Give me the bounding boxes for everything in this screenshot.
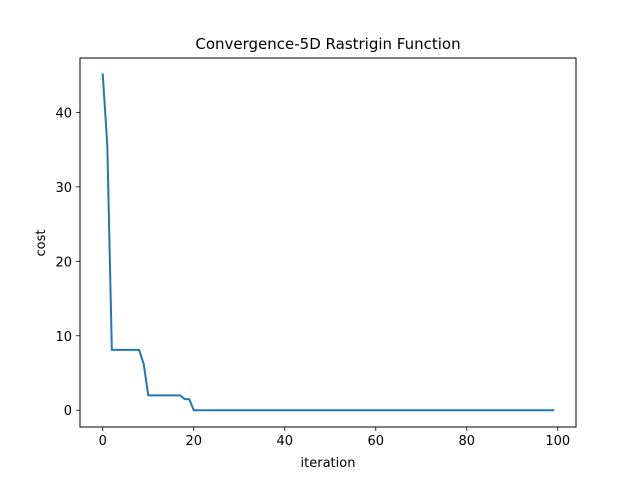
y-tick-label: 10 [55,330,72,345]
x-tick-label: 80 [459,434,476,449]
x-axis-title: iteration [301,456,356,471]
plot-area [101,73,555,412]
series-line [101,73,555,412]
x-tick-label: 20 [185,434,202,449]
x-tick-label: 100 [545,434,570,449]
x-tick-label: 40 [276,434,293,449]
plot-frame [79,57,577,428]
y-tick-label: 0 [64,404,72,419]
x-tick-label: 60 [368,434,385,449]
axis-ticks: 0 20 40 60 80 100 0 10 20 30 40 [55,106,570,449]
chart-title: Convergence-5D Rastrigin Function [195,35,460,53]
y-axis-title: cost [34,230,49,257]
x-tick-label: 0 [99,434,107,449]
y-tick-label: 20 [55,255,72,270]
y-tick-label: 30 [55,181,72,196]
y-tick-label: 40 [55,106,72,121]
